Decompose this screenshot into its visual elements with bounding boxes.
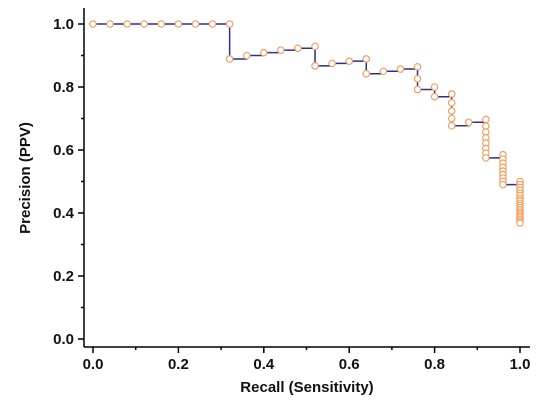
data-point-marker <box>447 107 456 115</box>
x-axis-title: Recall (Sensitivity) <box>240 379 373 396</box>
data-point-marker <box>311 62 319 70</box>
data-point-marker <box>482 115 490 124</box>
y-tick-label: 1.0 <box>53 16 74 33</box>
data-point-marker <box>362 69 371 78</box>
y-axis-title: Precision (PPV) <box>17 122 34 234</box>
x-tick-label: 0.6 <box>339 356 360 373</box>
data-point-marker <box>208 20 217 28</box>
data-point-marker <box>106 20 114 28</box>
axes <box>83 8 530 348</box>
data-point-marker <box>242 51 251 60</box>
data-point-marker <box>174 20 183 28</box>
data-point-marker <box>123 20 131 28</box>
markers <box>89 20 524 227</box>
data-point-marker <box>413 75 422 83</box>
y-ticks: 0.0 0.2 0.4 0.6 0.8 1.0 <box>53 16 84 348</box>
data-point-marker <box>362 55 371 63</box>
y-tick-label: 0.2 <box>53 268 74 285</box>
data-point-marker <box>482 154 490 162</box>
precision-recall-step-line <box>93 23 521 224</box>
data-point-marker <box>464 118 473 127</box>
data-point-marker <box>379 67 388 76</box>
data-point-marker <box>157 20 166 28</box>
data-point-marker <box>225 55 234 63</box>
data-point-marker <box>413 63 422 71</box>
data-point-marker <box>345 57 354 65</box>
y-tick-label: 0.0 <box>53 331 74 348</box>
data-point-marker <box>294 44 302 53</box>
data-point-marker <box>447 121 456 130</box>
y-tick-label: 0.4 <box>53 205 75 222</box>
data-point-marker <box>413 85 422 94</box>
data-point-marker <box>499 180 507 189</box>
data-point-marker <box>225 20 234 28</box>
x-ticks: 0.0 0.2 0.4 0.6 0.8 1.0 <box>83 347 531 373</box>
x-tick-label: 0.2 <box>168 356 189 373</box>
y-tick-label: 0.8 <box>53 79 74 96</box>
data-point-marker <box>89 20 97 28</box>
data-point-marker <box>259 48 268 57</box>
data-point-marker <box>191 20 200 28</box>
x-tick-label: 1.0 <box>510 356 531 373</box>
x-tick-label: 0.0 <box>83 356 104 373</box>
data-point-marker <box>328 59 336 68</box>
data-point-marker <box>311 42 319 51</box>
data-point-marker <box>396 65 405 73</box>
data-point-marker <box>140 20 149 28</box>
data-point-marker <box>277 46 285 54</box>
x-tick-label: 0.8 <box>424 356 445 373</box>
data-point-marker <box>447 98 456 107</box>
x-tick-label: 0.4 <box>253 356 275 373</box>
data-point-marker <box>447 114 456 123</box>
data-point-marker <box>516 219 524 227</box>
data-point-marker <box>447 90 456 98</box>
data-point-marker <box>430 83 439 91</box>
data-point-marker <box>430 92 439 101</box>
y-tick-label: 0.6 <box>53 142 74 159</box>
